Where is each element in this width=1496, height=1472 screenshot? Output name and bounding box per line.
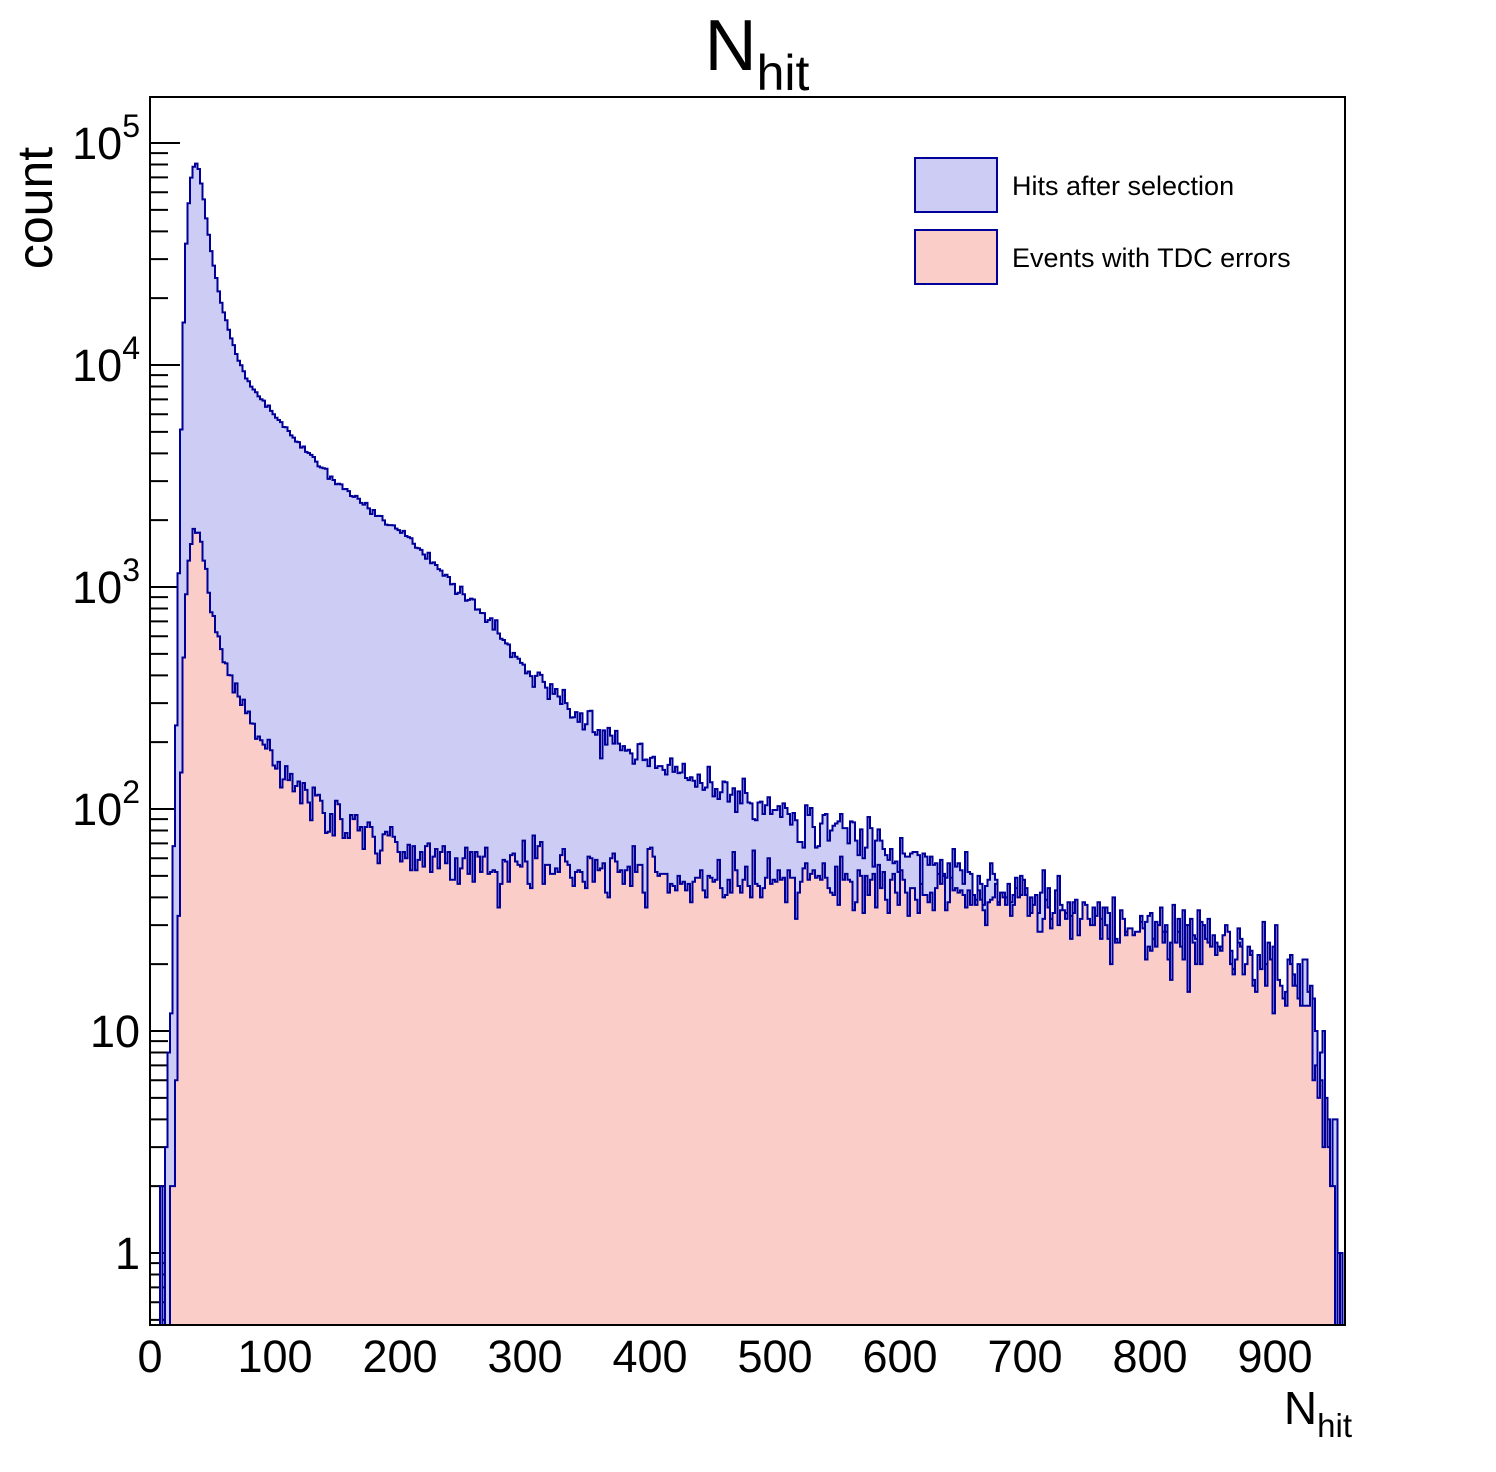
histogram-events-with-tdc-errors [150,527,1345,1326]
legend-swatch-hits-after-selection [914,157,998,213]
y-axis-tick-labels: 1 10 102 103 104 105 [72,108,140,1279]
legend-label-hits-after-selection: Hits after selection [1012,171,1234,201]
y-tick-label: 104 [72,330,140,391]
legend-swatch-events-with-tdc-errors [914,229,998,285]
x-tick-label: 800 [1112,1331,1187,1382]
y-axis-label: count [7,147,63,269]
x-tick-label: 400 [612,1331,687,1382]
y-tick-label: 102 [72,774,140,835]
x-tick-label: 700 [987,1331,1062,1382]
y-tick-label: 103 [72,552,140,613]
chart-title-subscript: hit [757,45,810,101]
y-tick-label: 10 [90,1006,140,1057]
x-axis-label-subscript: hit [1317,1407,1352,1444]
x-axis-label: Nhit [1284,1382,1352,1444]
y-tick-label: 1 [115,1228,140,1279]
x-tick-label: 900 [1237,1331,1312,1382]
chart-title: Nhit [705,6,810,101]
x-tick-label: 500 [737,1331,812,1382]
x-tick-label: 200 [362,1331,437,1382]
x-tick-label: 600 [862,1331,937,1382]
y-tick-label: 105 [72,108,140,169]
legend: Hits after selection Events with TDC err… [914,157,1291,285]
histogram-series [150,162,1345,1326]
plot-frame [149,96,1346,1326]
x-tick-label: 100 [237,1331,312,1382]
x-axis-tick-labels: 0 100 200 300 400 500 600 700 800 900 [137,1331,1312,1382]
x-axis-label-main: N [1284,1382,1317,1434]
x-tick-label: 300 [487,1331,562,1382]
x-tick-label: 0 [137,1331,162,1382]
chart-title-main: N [705,6,757,86]
legend-label-events-with-tdc-errors: Events with TDC errors [1012,243,1291,273]
